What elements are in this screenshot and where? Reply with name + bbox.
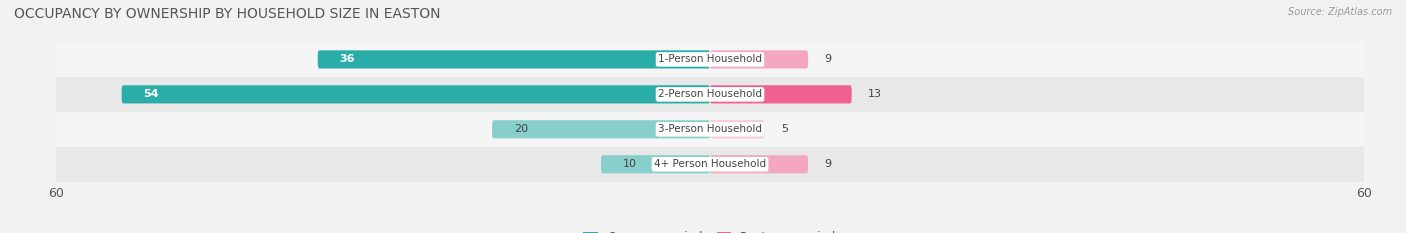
FancyBboxPatch shape — [122, 85, 710, 103]
Bar — [56, 77, 1364, 112]
Text: 20: 20 — [515, 124, 529, 134]
Text: Source: ZipAtlas.com: Source: ZipAtlas.com — [1288, 7, 1392, 17]
FancyBboxPatch shape — [710, 85, 852, 103]
Legend: Owner-occupied, Renter-occupied: Owner-occupied, Renter-occupied — [579, 226, 841, 233]
Text: 36: 36 — [340, 55, 356, 64]
Text: 9: 9 — [824, 55, 831, 64]
FancyBboxPatch shape — [318, 50, 710, 69]
FancyBboxPatch shape — [710, 120, 765, 138]
FancyBboxPatch shape — [710, 155, 808, 173]
Text: 54: 54 — [143, 89, 159, 99]
FancyBboxPatch shape — [602, 155, 710, 173]
Text: 1-Person Household: 1-Person Household — [658, 55, 762, 64]
Bar — [56, 112, 1364, 147]
Text: 13: 13 — [868, 89, 882, 99]
Text: 2-Person Household: 2-Person Household — [658, 89, 762, 99]
FancyBboxPatch shape — [492, 120, 710, 138]
Text: 5: 5 — [780, 124, 787, 134]
Bar — [56, 42, 1364, 77]
Bar — [56, 147, 1364, 182]
Text: 3-Person Household: 3-Person Household — [658, 124, 762, 134]
FancyBboxPatch shape — [710, 50, 808, 69]
Text: 10: 10 — [623, 159, 637, 169]
Text: 9: 9 — [824, 159, 831, 169]
Text: 4+ Person Household: 4+ Person Household — [654, 159, 766, 169]
Text: OCCUPANCY BY OWNERSHIP BY HOUSEHOLD SIZE IN EASTON: OCCUPANCY BY OWNERSHIP BY HOUSEHOLD SIZE… — [14, 7, 440, 21]
